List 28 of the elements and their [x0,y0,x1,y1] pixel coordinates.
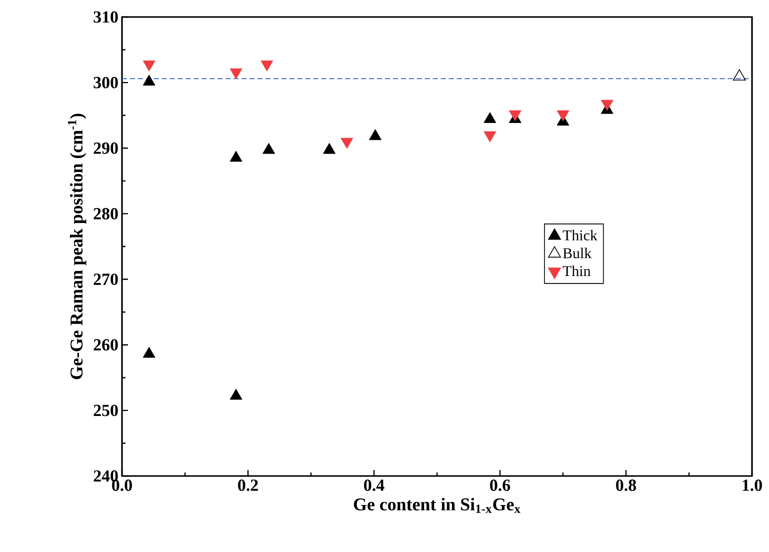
point [262,142,276,154]
point [732,69,746,81]
y-tick-label: 280 [94,208,118,220]
point [142,74,156,86]
y-tick-label: 300 [94,76,118,88]
y-tick-label: 240 [94,470,118,482]
y-axis-title: Ge-Ge Raman peak position (cm$^{-1}$) [68,114,86,380]
point [142,346,156,358]
legend-label: Thick [562,230,598,240]
point [484,112,496,123]
x-tick-label: 0.6 [490,480,510,492]
x-tick-label: 0.8 [616,480,636,492]
point [230,388,242,400]
legend-label: Bulk [562,248,592,258]
x-tick-label: 0.4 [364,480,384,492]
y-tick-label: 290 [94,142,118,154]
x-tick-label: 0.2 [238,480,258,492]
x-axis-title: Ge content in Si$_{1-x}$Ge$_{x}$ [354,498,520,513]
point [230,150,242,162]
y-tick-label: 260 [94,339,118,351]
y-tick-label: 270 [94,274,118,286]
y-tick-label: 310 [94,11,118,23]
x-tick-label: 1.0 [742,480,762,492]
point [323,142,336,154]
y-tick-label: 250 [94,404,118,416]
x-tick-label: 0.0 [112,480,132,492]
legend-label: Thin [562,266,591,276]
point [369,129,382,140]
